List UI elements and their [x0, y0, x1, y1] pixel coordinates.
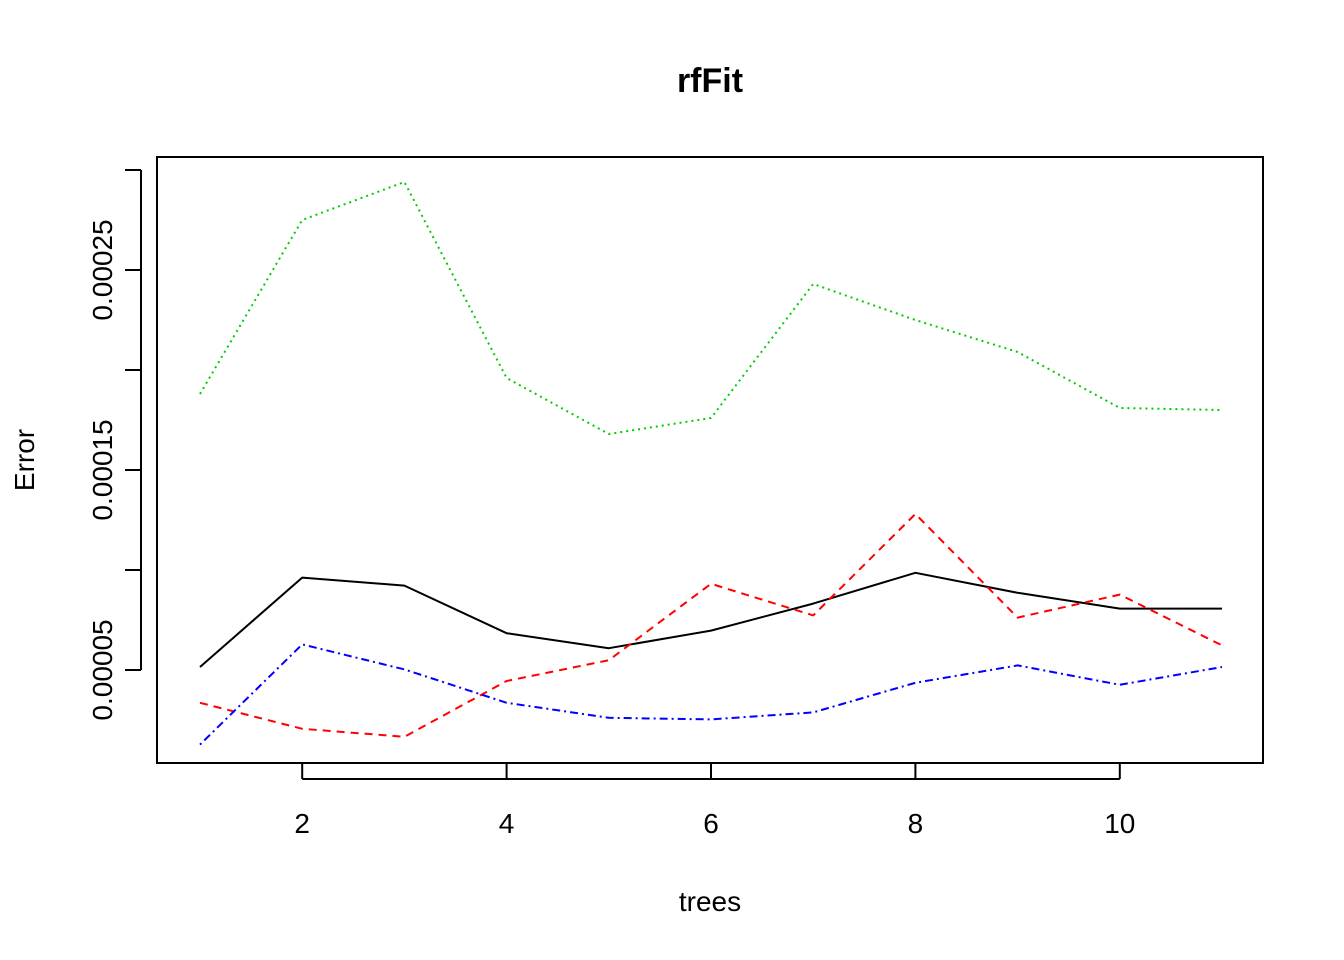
- y-axis-label: Error: [9, 429, 40, 491]
- series-line-blue: [199, 643, 1223, 746]
- x-tick-label: 10: [1104, 808, 1135, 839]
- plot-frame: [156, 156, 1264, 764]
- x-tick-label: 4: [499, 808, 515, 839]
- y-tick-label: 0.00005: [87, 619, 118, 720]
- chart-title: rfFit: [677, 62, 743, 100]
- series-line-red: [199, 513, 1223, 738]
- x-tick-label: 8: [908, 808, 924, 839]
- x-tick-label: 2: [294, 808, 310, 839]
- series-group: [199, 181, 1223, 746]
- x-axis: 2 4 6 8 10: [294, 763, 1135, 839]
- series-line-black: [199, 571, 1222, 668]
- y-tick-label: 0.00025: [87, 219, 118, 320]
- x-axis-label: trees: [679, 886, 741, 917]
- x-tick-label: 6: [703, 808, 719, 839]
- y-tick-label: 0.00015: [87, 419, 118, 520]
- y-axis: 0.00005 0.00015 0.00025: [87, 169, 142, 721]
- series-line-green: [199, 181, 1223, 435]
